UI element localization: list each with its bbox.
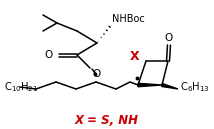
Text: O: O — [92, 69, 100, 79]
Text: $\mathregular{C_{10}H_{21}}$: $\mathregular{C_{10}H_{21}}$ — [4, 80, 38, 94]
Text: X: X — [129, 50, 139, 63]
Text: NHBoc: NHBoc — [112, 14, 145, 24]
Text: $\mathregular{C_6H_{13}}$: $\mathregular{C_6H_{13}}$ — [180, 80, 210, 94]
Text: O: O — [165, 33, 173, 43]
Polygon shape — [162, 84, 178, 89]
Text: X = S, NH: X = S, NH — [75, 114, 139, 127]
Polygon shape — [138, 83, 162, 87]
Text: O: O — [45, 50, 53, 60]
